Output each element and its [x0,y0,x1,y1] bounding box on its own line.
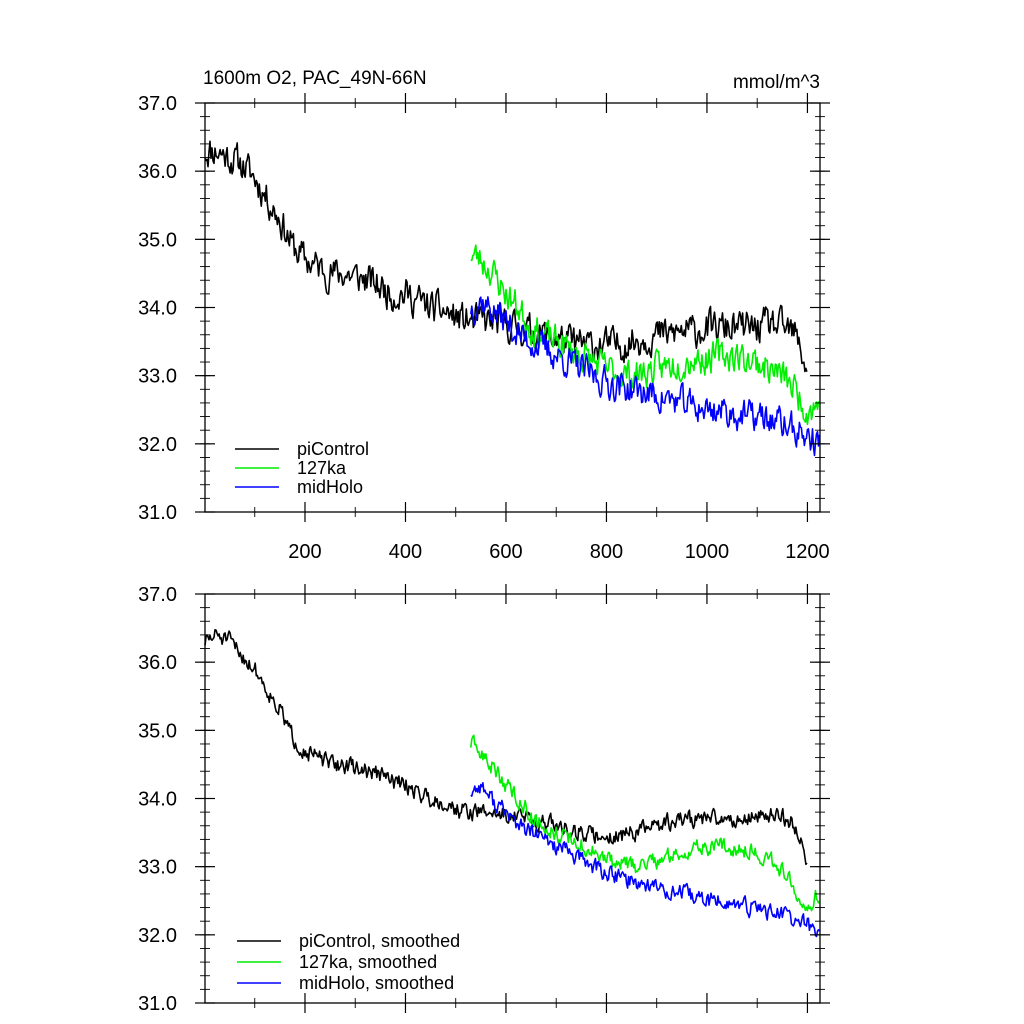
series-line-127ka-smoothed [470,734,821,912]
legend-label: midHolo, smoothed [299,973,454,993]
legend-label: 127ka [297,458,347,478]
y-tick-label: 37.0 [138,584,177,606]
y-tick-label: 36.0 [138,161,177,183]
x-tick-label: 200 [288,541,321,563]
legend-label: piControl, smoothed [299,931,460,951]
y-tick-label: 31.0 [138,993,177,1015]
units-label: mmol/m^3 [733,72,820,93]
y-tick-label: 32.0 [138,434,177,456]
series-line-picontrol [204,140,808,373]
x-tick-label: 400 [389,541,422,563]
x-tick-label: 600 [489,541,522,563]
bottom-ticks-layer [195,584,830,1013]
series-line-midholo [470,296,821,457]
x-tick-label: 800 [590,541,623,563]
bottom-series-layer [204,628,821,938]
y-tick-label: 33.0 [138,366,177,388]
series-line-midholo-smoothed [470,781,821,938]
y-tick-label: 34.0 [138,298,177,320]
series-line-127ka [470,244,820,426]
top-series-layer [204,140,821,457]
y-tick-label: 33.0 [138,857,177,879]
y-tick-label: 35.0 [138,720,177,742]
bottom-panel: 31.0 32.0 33.0 34.0 35.0 36.0 37.0 piControl, … [138,584,830,1015]
y-tick-label: 37.0 [138,93,177,115]
x-tick-label: 1000 [685,541,730,563]
top-x-tick-labels: 200 400 600 800 1000 1200 [288,541,829,563]
legend-label: midHolo [297,477,363,497]
chart-title: 1600m O2, PAC_49N-66N [203,68,427,89]
y-tick-label: 34.0 [138,789,177,811]
y-tick-label: 35.0 [138,229,177,251]
legend-label: piControl [297,439,369,459]
y-tick-label: 32.0 [138,925,177,947]
top-panel: 1600m O2, PAC_49N-66N mmol/m^3 31.032.03… [138,68,830,563]
series-line-picontrol-smoothed [204,628,808,866]
x-tick-label: 1200 [785,541,830,563]
y-tick-label: 31.0 [138,502,177,524]
legend-label: 127ka, smoothed [299,952,437,972]
top-y-tick-labels: 31.0 32.0 33.0 34.0 35.0 36.0 37.0 [138,93,177,524]
y-tick-label: 36.0 [138,652,177,674]
bottom-y-tick-labels: 31.0 32.0 33.0 34.0 35.0 36.0 37.0 [138,584,177,1015]
top-ticks-layer [195,93,830,522]
